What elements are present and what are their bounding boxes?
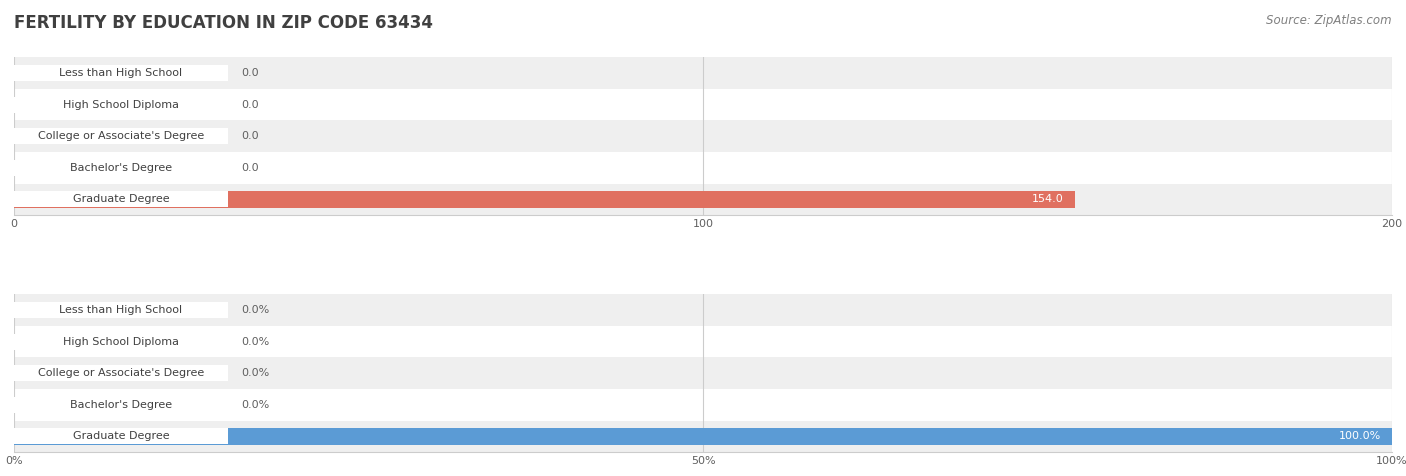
Text: 0.0%: 0.0% [242, 400, 270, 410]
Bar [14, 421, 1392, 452]
Bar [14, 428, 228, 445]
Text: College or Associate's Degree: College or Associate's Degree [38, 368, 204, 378]
Bar [14, 334, 228, 349]
Text: 0.0: 0.0 [242, 131, 259, 141]
Bar [14, 89, 1392, 120]
Bar [14, 326, 1392, 357]
Text: Bachelor's Degree: Bachelor's Degree [70, 163, 172, 173]
Bar [14, 365, 228, 381]
Text: 100.0%: 100.0% [1339, 431, 1381, 441]
Text: 0.0: 0.0 [242, 68, 259, 78]
Bar [14, 357, 1392, 389]
Bar [14, 152, 1392, 184]
Text: College or Associate's Degree: College or Associate's Degree [38, 131, 204, 141]
Text: Less than High School: Less than High School [59, 68, 183, 78]
Text: High School Diploma: High School Diploma [63, 99, 179, 109]
Bar [14, 294, 1392, 326]
Text: 0.0%: 0.0% [242, 368, 270, 378]
Bar [14, 97, 228, 112]
Text: High School Diploma: High School Diploma [63, 337, 179, 347]
Bar [14, 128, 228, 144]
Bar [14, 57, 1392, 89]
Text: 0.0: 0.0 [242, 163, 259, 173]
Text: FERTILITY BY EDUCATION IN ZIP CODE 63434: FERTILITY BY EDUCATION IN ZIP CODE 63434 [14, 14, 433, 32]
Bar [14, 428, 1392, 445]
Text: Bachelor's Degree: Bachelor's Degree [70, 400, 172, 410]
Bar [14, 302, 228, 318]
Text: 0.0: 0.0 [242, 99, 259, 109]
Bar [14, 191, 228, 208]
Text: Less than High School: Less than High School [59, 305, 183, 315]
Bar [14, 184, 1392, 215]
Bar [14, 120, 1392, 152]
Text: Source: ZipAtlas.com: Source: ZipAtlas.com [1267, 14, 1392, 27]
Bar [14, 65, 228, 81]
Text: 0.0%: 0.0% [242, 337, 270, 347]
Text: Graduate Degree: Graduate Degree [73, 431, 169, 441]
Text: Graduate Degree: Graduate Degree [73, 194, 169, 204]
Bar [14, 191, 1076, 208]
Bar [14, 389, 1392, 421]
Text: 0.0%: 0.0% [242, 305, 270, 315]
Text: 154.0: 154.0 [1032, 194, 1064, 204]
Bar [14, 397, 228, 413]
Bar [14, 160, 228, 176]
